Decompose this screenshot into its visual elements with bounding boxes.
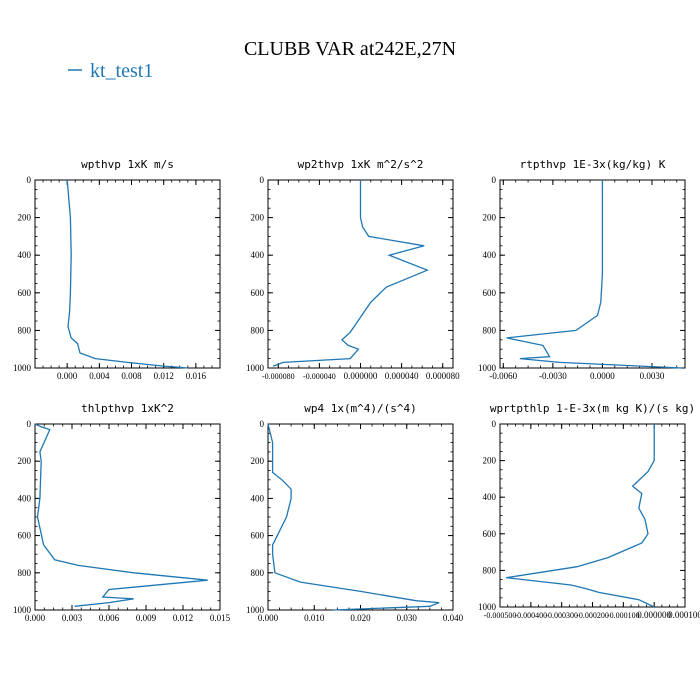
x-tick-label: -0.000040 — [303, 372, 336, 381]
x-tick-label: -0.0060 — [489, 371, 517, 381]
y-tick-label: 600 — [18, 531, 32, 541]
y-tick-label: 600 — [18, 288, 32, 298]
y-tick-label: 600 — [483, 529, 497, 539]
y-tick-label: 800 — [251, 325, 265, 335]
legend: kt_test1 — [68, 60, 153, 82]
legend-label: kt_test1 — [90, 60, 153, 82]
y-tick-label: 800 — [18, 568, 32, 578]
panel-2: wp2thvp 1xK m^2/s^202004006008001000-0.0… — [246, 158, 460, 381]
x-tick-label: 0.020 — [350, 613, 371, 623]
y-tick-label: 0 — [27, 419, 32, 429]
x-tick-label: 0.000000 — [637, 610, 671, 620]
y-tick-label: 200 — [18, 456, 32, 466]
y-tick-label: 800 — [483, 325, 497, 335]
x-tick-label: -0.000200 — [576, 611, 609, 620]
x-tick-label: 0.010 — [304, 613, 325, 623]
x-tick-label: 0.008 — [121, 371, 142, 381]
series-line-kt_test1 — [267, 423, 440, 611]
series-line-kt_test1 — [34, 423, 208, 607]
x-tick-label: 0.004 — [89, 371, 110, 381]
series-line-kt_test1 — [506, 180, 682, 369]
y-tick-label: 800 — [483, 565, 497, 575]
x-tick-label: -0.000400 — [514, 611, 547, 620]
x-tick-label: -0.000080 — [262, 372, 295, 381]
axes-frame — [34, 179, 221, 369]
x-tick-label: 0.000 — [57, 371, 78, 381]
x-tick-label: 0.016 — [186, 371, 207, 381]
panel-title: wpthvp 1xK m/s — [81, 158, 174, 171]
y-tick-label: 0 — [260, 175, 265, 185]
x-tick-label: 0.012 — [154, 371, 174, 381]
y-tick-label: 200 — [483, 213, 497, 223]
y-tick-label: 1000 — [246, 363, 265, 373]
y-tick-label: 1000 — [13, 605, 32, 615]
x-tick-label: -0.000300 — [545, 611, 578, 620]
y-tick-label: 0 — [260, 419, 265, 429]
x-tick-label: 0.015 — [210, 613, 231, 623]
y-tick-label: 1000 — [478, 363, 497, 373]
x-tick-label: -0.000100 — [607, 611, 640, 620]
x-tick-label: -0.0030 — [539, 371, 567, 381]
x-tick-label: 0.000 — [25, 613, 46, 623]
series-line-kt_test1 — [506, 424, 655, 608]
y-tick-label: 0 — [492, 175, 497, 185]
y-tick-label: 1000 — [246, 605, 265, 615]
panel-title: wp2thvp 1xK m^2/s^2 — [298, 158, 424, 171]
panel-title: wp4 1x(m^4)/(s^4) — [304, 402, 417, 415]
y-tick-label: 800 — [251, 568, 265, 578]
x-tick-label: 0.000 — [258, 613, 279, 623]
y-tick-label: 600 — [251, 288, 265, 298]
x-tick-label: 0.009 — [136, 613, 157, 623]
x-tick-label: -0.000500 — [484, 611, 517, 620]
x-tick-label: 0.000080 — [426, 371, 460, 381]
y-tick-label: 200 — [18, 213, 32, 223]
panel-3: rtpthvp 1E-3x(kg/kg) K02004006008001000-… — [478, 158, 686, 381]
y-tick-label: 400 — [483, 492, 497, 502]
y-tick-label: 400 — [18, 250, 32, 260]
panel-title: wprtpthlp 1-E-3x(m kg K)/(s kg) — [490, 402, 695, 415]
y-tick-label: 400 — [483, 250, 497, 260]
series-line-kt_test1 — [272, 180, 430, 367]
panel-6: wprtpthlp 1-E-3x(m kg K)/(s kg) 0 200 400 60… — [478, 402, 700, 620]
y-tick-label: 800 — [18, 325, 32, 335]
y-tick-label: 200 — [251, 456, 265, 466]
x-tick-label: 0.0000 — [590, 371, 615, 381]
x-tick-label: 0.006 — [99, 613, 120, 623]
y-tick-label: 0 — [27, 175, 32, 185]
y-tick-label: 200 — [483, 456, 497, 466]
y-tick-label: 0 — [492, 419, 497, 429]
panel-title: thlpthvp 1xK^2 — [81, 402, 174, 415]
y-tick-label: 1000 — [478, 602, 497, 612]
panel-title: rtpthvp 1E-3x(kg/kg) K — [520, 158, 666, 171]
x-tick-label: 0.0030 — [640, 371, 665, 381]
x-tick-label: 0.000000 — [344, 371, 378, 381]
axes-frame — [267, 423, 454, 611]
panel-1: wpthvp 1xK m/s 0 200 400 600 800 1000 0.000 0.00… — [13, 158, 221, 381]
axes-frame — [499, 179, 686, 369]
y-tick-label: 600 — [483, 288, 497, 298]
figure-title: CLUBB VAR at242E,27N — [244, 38, 456, 60]
x-tick-label: 0.003 — [62, 613, 83, 623]
x-tick-label: 0.040 — [443, 613, 464, 623]
y-tick-label: 400 — [251, 250, 265, 260]
y-tick-label: 200 — [251, 213, 265, 223]
y-tick-label: 600 — [251, 531, 265, 541]
x-tick-label: 0.012 — [173, 613, 193, 623]
y-tick-label: 400 — [251, 493, 265, 503]
y-tick-label: 1000 — [13, 363, 32, 373]
y-tick-label: 400 — [18, 493, 32, 503]
x-tick-label: 0.030 — [397, 613, 418, 623]
x-tick-label: 0.000040 — [385, 371, 419, 381]
x-tick-label: 0.000100 — [668, 610, 700, 620]
series-line-kt_test1 — [66, 179, 188, 369]
